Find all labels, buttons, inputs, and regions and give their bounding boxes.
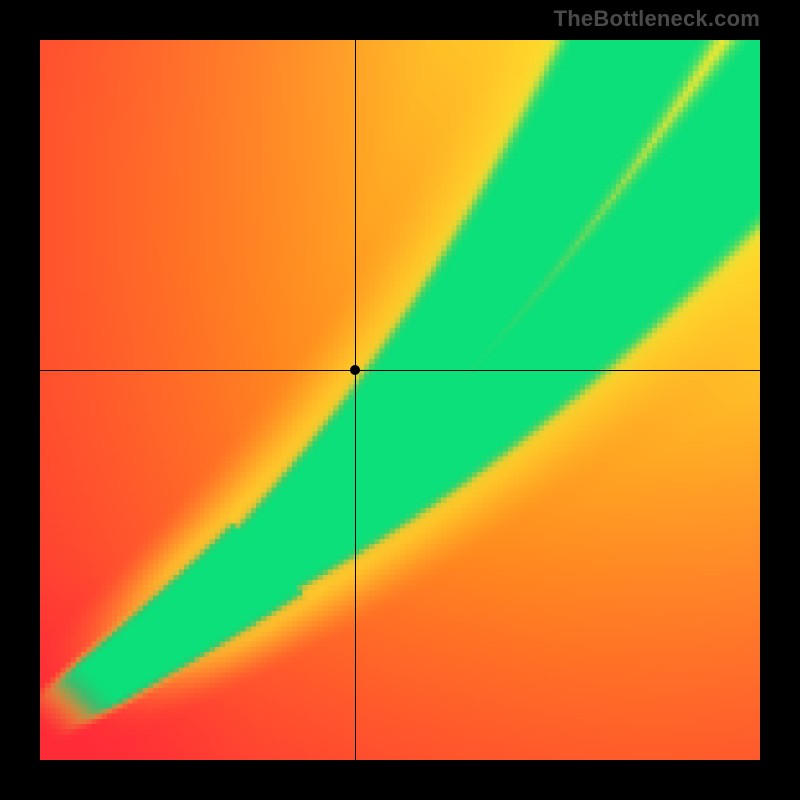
plot-area: [40, 40, 760, 760]
chart-frame: TheBottleneck.com: [0, 0, 800, 800]
heatmap-canvas: [40, 40, 760, 760]
watermark-text: TheBottleneck.com: [554, 6, 760, 32]
crosshair-vertical: [355, 40, 356, 760]
crosshair-dot: [350, 365, 360, 375]
crosshair-horizontal: [40, 370, 760, 371]
